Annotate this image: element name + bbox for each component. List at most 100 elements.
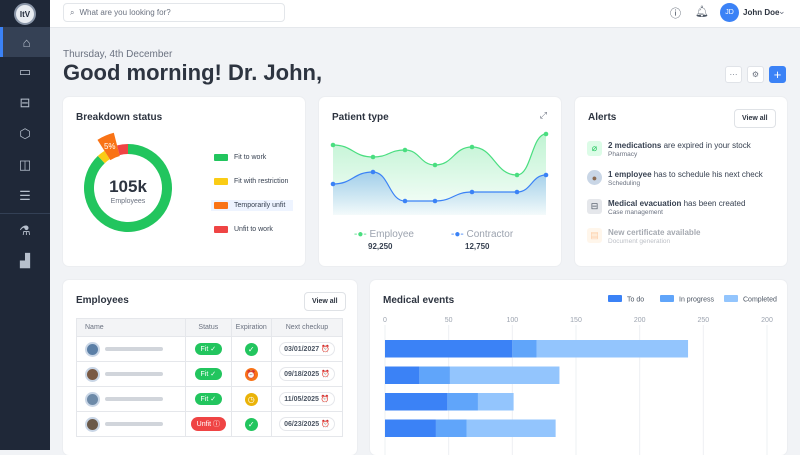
data-point[interactable]: [370, 154, 376, 160]
sidebar-item-briefcase[interactable]: ⊟: [0, 88, 50, 118]
settings-button[interactable]: ⚙: [747, 66, 764, 83]
expiration-expired-icon: ⏰: [244, 367, 258, 381]
sidebar-item-cube[interactable]: ⬡: [0, 119, 50, 149]
avatar[interactable]: JD: [720, 3, 739, 22]
alerts-view-all-button[interactable]: View all: [734, 109, 776, 128]
next-checkup[interactable]: 11/05/2025 ⏰: [279, 392, 335, 406]
legend-swatch: [214, 202, 228, 209]
table-row[interactable]: Fit ✓ ✓ 03/01/2027 ⏰: [75, 336, 344, 362]
table-row[interactable]: Unfit ⓘ ✓ 06/23/2025 ⏰: [75, 411, 344, 437]
bar-segment[interactable]: [512, 340, 537, 358]
name-placeholder: [105, 422, 163, 426]
employees-view-all-button[interactable]: View all: [304, 292, 346, 311]
sidebar-item-calendar[interactable]: ▭: [0, 57, 50, 87]
data-point[interactable]: [543, 172, 549, 178]
legend-item[interactable]: Fit to work: [211, 152, 269, 163]
calendar-icon: ▭: [18, 64, 32, 79]
data-point[interactable]: [514, 172, 520, 178]
data-point[interactable]: [402, 147, 408, 153]
bar-segment[interactable]: [477, 393, 514, 411]
bar-segment[interactable]: [385, 393, 448, 411]
line-chart: [330, 131, 549, 215]
expiration-valid-icon: ✓: [244, 417, 258, 431]
chevron-down-icon[interactable]: ⌄: [778, 6, 786, 16]
card-title: Alerts: [588, 112, 617, 123]
donut-slice[interactable]: [117, 144, 128, 156]
alert-item[interactable]: ⌀ 2 medications are expired in your stock…: [587, 141, 751, 158]
search-icon: ⌕: [70, 7, 75, 17]
name-placeholder: [105, 397, 163, 401]
bar-segment[interactable]: [385, 419, 436, 438]
add-button[interactable]: +: [769, 66, 786, 83]
legend-label: To do: [627, 297, 644, 304]
bar-segment[interactable]: [385, 366, 420, 385]
legend-item[interactable]: Temporarily unfit: [211, 200, 293, 211]
briefcase-icon: ⊟: [587, 199, 602, 214]
sidebar-item-checklist[interactable]: ☰: [0, 181, 50, 211]
data-point[interactable]: [330, 142, 336, 148]
data-point[interactable]: [432, 198, 438, 204]
bar-segment[interactable]: [385, 340, 513, 358]
legend-item[interactable]: Fit with restriction: [211, 176, 291, 187]
sidebar-item-flask[interactable]: ⚗: [0, 216, 50, 246]
sidebar-item-home[interactable]: ⌂: [0, 27, 50, 57]
more-button[interactable]: ···: [725, 66, 742, 83]
legend-swatch: [660, 295, 674, 302]
bar-chart-icon: ▟: [20, 253, 30, 268]
tick-label: 150: [570, 317, 582, 324]
status-badge: Unfit ⓘ: [190, 417, 226, 431]
legend-item: -●- Contractor 12,750: [451, 229, 514, 251]
sidebar-item-book[interactable]: ◫: [0, 150, 50, 180]
alarm-icon: ⏰: [321, 346, 330, 353]
patient-type-card: Patient type ⤢ -●- Employee 92,250 -●- Con…: [319, 97, 561, 266]
legend-swatch: [214, 154, 228, 161]
column-header: Name: [75, 318, 187, 337]
user-name[interactable]: John Doe: [743, 8, 780, 17]
expand-icon[interactable]: ⤢: [539, 110, 547, 120]
data-point[interactable]: [402, 198, 408, 204]
data-point[interactable]: [432, 162, 438, 168]
bell-icon[interactable]: 🔔︎: [695, 6, 709, 18]
avatar: [85, 366, 100, 382]
column-header: Status: [185, 318, 232, 337]
card-title: Breakdown status: [76, 112, 163, 123]
next-checkup[interactable]: 09/18/2025 ⏰: [279, 367, 335, 381]
gear-icon: ⚙: [751, 70, 760, 79]
data-point[interactable]: [543, 131, 549, 137]
data-point[interactable]: [330, 181, 336, 187]
info-icon[interactable]: ⓘ: [670, 8, 681, 20]
bar-segment[interactable]: [447, 393, 478, 411]
sidebar-item-bar-chart[interactable]: ▟: [0, 246, 50, 276]
data-point[interactable]: [469, 144, 475, 150]
avatar: [85, 391, 100, 407]
data-point[interactable]: [514, 189, 520, 195]
pill-icon: ⌀: [587, 141, 602, 156]
bar-segment[interactable]: [449, 366, 560, 385]
bar-segment[interactable]: [435, 419, 467, 438]
legend-swatch: [214, 226, 228, 233]
expiration-expiring-icon: ◷: [244, 392, 258, 406]
data-point[interactable]: [469, 189, 475, 195]
alert-item[interactable]: ▤ New certificate available Document gener…: [587, 228, 701, 245]
legend-swatch: [608, 295, 622, 302]
cube-icon: ⬡: [19, 126, 31, 141]
alert-item[interactable]: ● 1 employee has to schedule his next che…: [587, 170, 763, 187]
bar-segment[interactable]: [536, 340, 689, 358]
name-placeholder: [105, 372, 163, 376]
alarm-icon: ⏰: [321, 421, 330, 428]
bar-segment[interactable]: [419, 366, 450, 385]
legend-item[interactable]: Unfit to work: [211, 224, 276, 235]
next-checkup[interactable]: 06/23/2025 ⏰: [279, 417, 335, 431]
name-placeholder: [105, 347, 163, 351]
table-row[interactable]: Fit ✓ ⏰ 09/18/2025 ⏰: [75, 361, 344, 387]
donut-slice[interactable]: [97, 132, 120, 161]
data-point[interactable]: [370, 169, 376, 175]
donut-slice[interactable]: [97, 150, 110, 164]
alert-item[interactable]: ⊟ Medical evacuation has been created Case…: [587, 199, 745, 216]
next-checkup[interactable]: 03/01/2027 ⏰: [279, 342, 335, 356]
legend-swatch: [214, 178, 228, 185]
table-row[interactable]: Fit ✓ ◷ 11/05/2025 ⏰: [75, 386, 344, 412]
search-input[interactable]: ⌕ What are you looking for?: [63, 3, 285, 22]
employees-table: Name Status Expiration Next checkup Fit ✓ ✓ 03…: [75, 318, 344, 437]
bar-segment[interactable]: [466, 419, 556, 438]
